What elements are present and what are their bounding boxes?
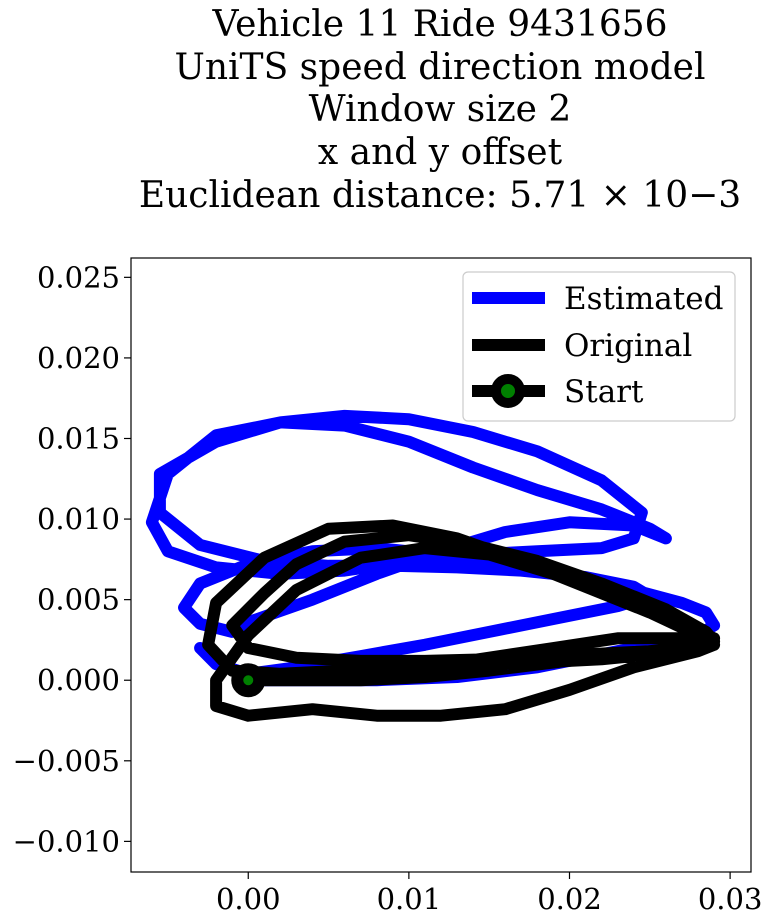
x-tick-label: 0.02 [537, 882, 602, 916]
legend-frame [462, 271, 736, 422]
x-tick-label: 0.00 [216, 882, 281, 916]
legend-label-estimated: Estimated [564, 281, 723, 317]
y-tick-label: 0.000 [37, 663, 120, 697]
y-tick-label: 0.025 [37, 260, 120, 294]
x-axis: 0.00 0.01 0.02 0.03 [216, 872, 762, 916]
y-tick-label: 0.010 [37, 502, 120, 536]
y-tick-label: 0.020 [37, 341, 120, 375]
x-tick-label: 0.01 [377, 882, 442, 916]
y-tick-label: −0.005 [13, 744, 120, 778]
legend: Estimated Original Start [462, 271, 736, 422]
series-line-original [202, 519, 721, 722]
legend-label-original: Original [564, 328, 692, 364]
title-line-5: Euclidean distance: 5.71 × 10−3 [139, 175, 741, 216]
title-line-2: UniTS speed direction model [175, 47, 706, 88]
series-layer [145, 409, 721, 722]
y-tick-label: −0.010 [13, 824, 120, 858]
chart-title: Vehicle 11 Ride 9431656 UniTS speed dire… [139, 4, 741, 216]
plot-frame [130, 257, 752, 873]
legend-label-start: Start [564, 374, 644, 410]
title-line-3: Window size 2 [309, 89, 572, 130]
start-marker [231, 663, 266, 698]
y-axis: −0.010 −0.005 0.000 0.005 0.010 0.015 0.020 0.0… [13, 260, 131, 858]
x-tick-label: 0.03 [698, 882, 763, 916]
title-line-1: Vehicle 11 Ride 9431656 [211, 4, 667, 45]
title-line-4: x and y offset [318, 132, 563, 173]
y-tick-label: 0.015 [37, 421, 120, 455]
y-tick-label: 0.005 [37, 583, 120, 617]
start-layer [231, 663, 266, 698]
legend-start-marker [491, 374, 525, 408]
